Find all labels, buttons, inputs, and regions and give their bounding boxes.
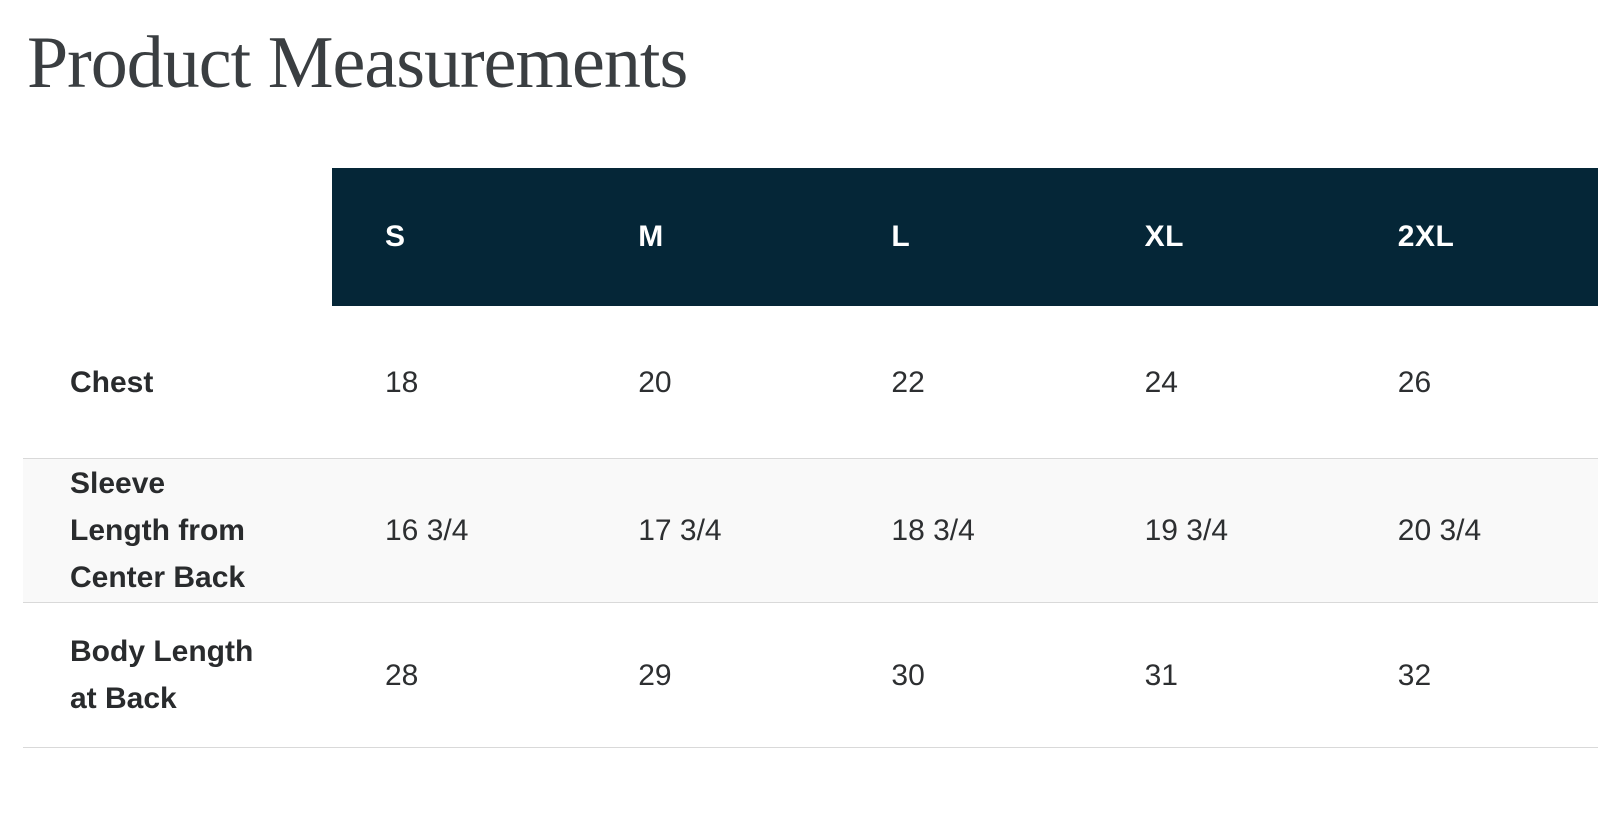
- table-row-chest: Chest 18 20 22 24 26: [23, 306, 1598, 458]
- sleeve-value-xl: 19 3/4: [1144, 514, 1229, 547]
- row-label-sleeve-length: Sleeve Length from Center Back: [70, 467, 246, 594]
- sleeve-value-m: 17 3/4: [638, 514, 722, 547]
- table-row-sleeve-length: Sleeve Length from Center Back 16 3/4 17…: [23, 458, 1598, 603]
- chest-value-xl: 24: [1144, 365, 1178, 399]
- table-row-body-length: Body Length at Back 28 29 30 31 32: [23, 603, 1598, 748]
- row-label-chest: Chest: [70, 365, 154, 399]
- size-header-xl: XL: [1091, 168, 1345, 306]
- size-header-l: L: [838, 168, 1092, 306]
- page-title: Product Measurements: [27, 22, 688, 104]
- chest-value-s: 18: [385, 365, 419, 399]
- measurements-table: S M L XL 2XL Chest 18 20 22 24 26 Sleeve…: [23, 168, 1598, 748]
- chest-value-l: 22: [891, 365, 925, 399]
- size-header-row: S M L XL 2XL: [23, 168, 1598, 306]
- body-value-2xl: 32: [1397, 658, 1432, 692]
- chest-value-2xl: 26: [1397, 365, 1432, 399]
- sleeve-value-s: 16 3/4: [385, 514, 469, 547]
- body-value-xl: 31: [1144, 658, 1178, 692]
- sleeve-value-2xl: 20 3/4: [1397, 514, 1482, 547]
- size-header-2xl: 2XL: [1344, 168, 1598, 306]
- sleeve-value-l: 18 3/4: [891, 514, 975, 547]
- body-value-m: 29: [638, 658, 672, 692]
- header-spacer-cell: [23, 168, 332, 306]
- row-label-body-length: Body Length at Back: [70, 635, 254, 715]
- body-value-l: 30: [891, 658, 925, 692]
- size-header-m: M: [585, 168, 839, 306]
- chest-value-m: 20: [638, 365, 672, 399]
- body-value-s: 28: [385, 658, 419, 692]
- size-header-s: S: [332, 168, 586, 306]
- product-measurements-section: Product Measurements S M L XL 2XL Chest …: [0, 26, 1598, 828]
